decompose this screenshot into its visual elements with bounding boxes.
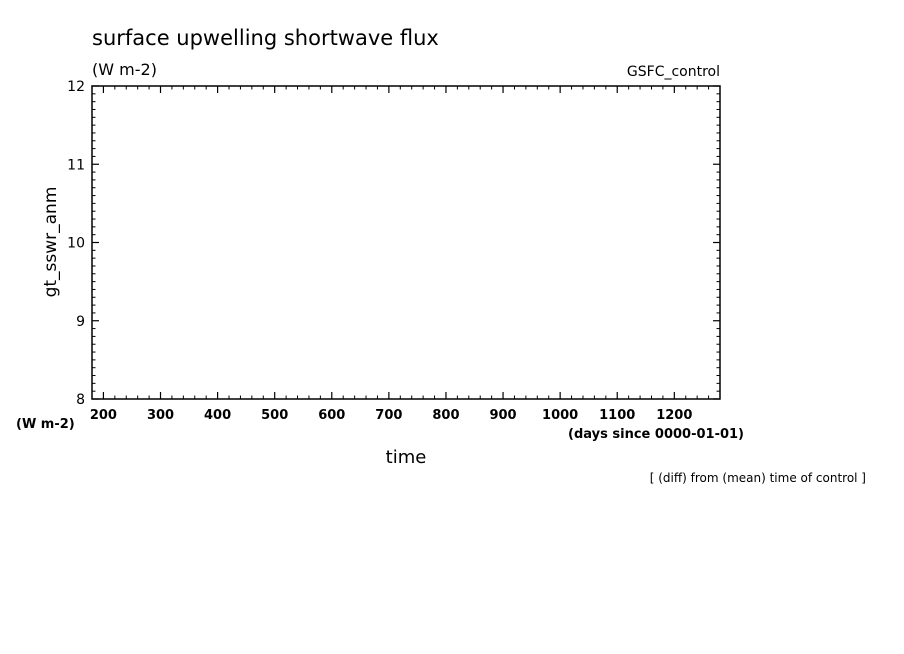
y-tick-label: 10 <box>67 236 85 252</box>
minor-ticks <box>91 86 721 399</box>
x-tick-label: 1100 <box>599 408 635 423</box>
x-axis: 200 300 400 500 600 700 800 900 1000 1100 1200 <box>90 86 692 423</box>
x-tick-label: 200 <box>90 408 117 423</box>
y-axis: 8 9 10 11 12 <box>67 79 720 408</box>
chart-title: surface upwelling shortwave flux <box>92 26 439 50</box>
experiment-label: GSFC_control <box>627 64 720 80</box>
x-tick-label: 900 <box>489 408 516 423</box>
y-tick-label: 11 <box>67 157 85 173</box>
x-tick-label: 1000 <box>542 408 578 423</box>
x-tick-label: 800 <box>432 408 459 423</box>
x-tick-label: 500 <box>261 408 288 423</box>
x-tick-label: 600 <box>318 408 345 423</box>
x-tick-label: 1200 <box>656 408 692 423</box>
chart-subtitle: (W m-2) <box>92 60 157 79</box>
plot-frame <box>91 85 721 400</box>
y-tick-label: 8 <box>76 392 85 408</box>
x-tick-label: 700 <box>375 408 402 423</box>
y-units-label: (W m-2) <box>16 417 75 432</box>
x-units-label: (days since 0000-01-01) <box>568 427 744 442</box>
x-axis-label: time <box>386 447 427 468</box>
y-axis-label: gt_sswr_anm <box>41 187 61 298</box>
y-tick-label: 12 <box>67 79 85 95</box>
y-tick-label: 9 <box>76 314 85 330</box>
x-tick-label: 400 <box>204 408 231 423</box>
x-tick-label: 300 <box>147 408 174 423</box>
footnote: [ (diff) from (mean) time of control ] <box>650 471 866 485</box>
